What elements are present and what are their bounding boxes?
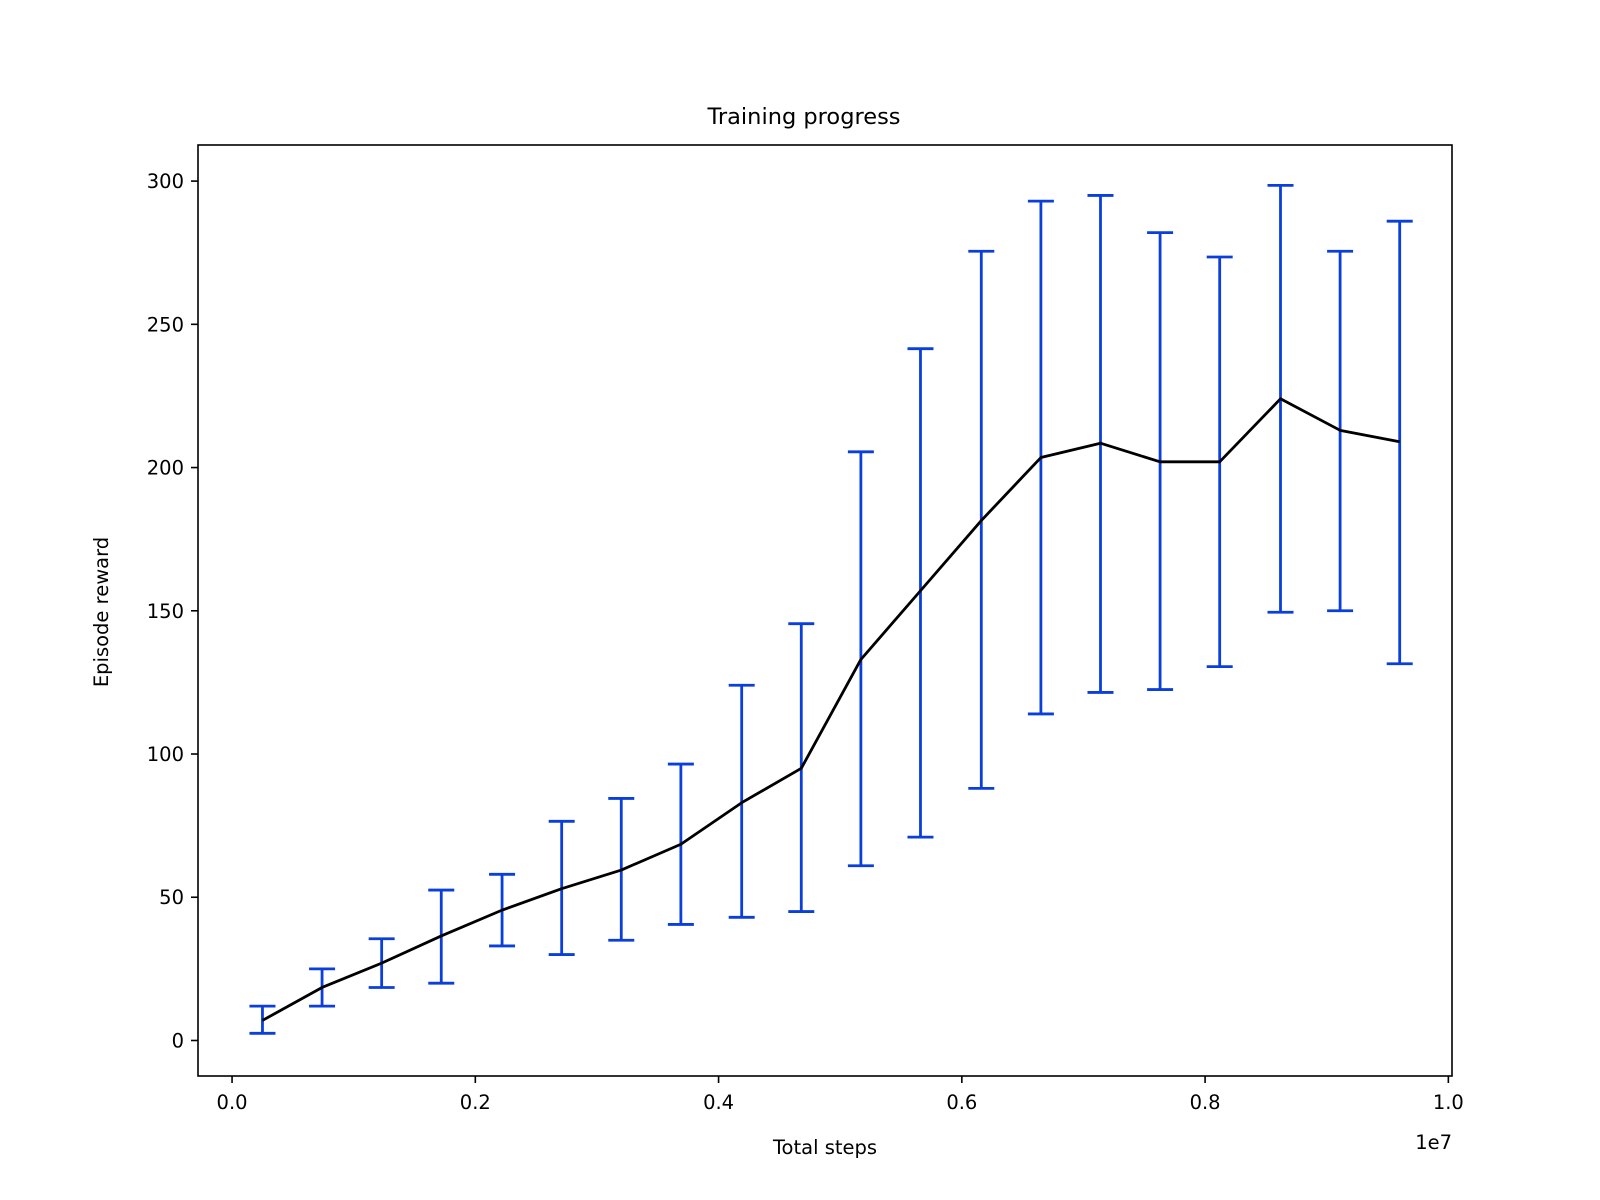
y-tick-label: 100 bbox=[147, 743, 184, 766]
y-tick-label: 150 bbox=[147, 600, 184, 623]
y-axis-label: Episode reward bbox=[90, 537, 113, 687]
x-tick-label: 1.0 bbox=[1433, 1091, 1464, 1114]
x-axis-label: Total steps bbox=[772, 1136, 877, 1159]
error-bar bbox=[1386, 219, 1413, 666]
x-axis-offset-label: 1e7 bbox=[1415, 1131, 1452, 1154]
y-tick-label: 50 bbox=[159, 886, 184, 909]
plot-area-frame bbox=[197, 144, 1453, 1077]
x-ticks: 0.0 0.2 0.4 0.6 0.8 1.0 bbox=[217, 1076, 1464, 1114]
y-tick-label: 200 bbox=[147, 457, 184, 480]
x-tick-label: 0.4 bbox=[703, 1091, 734, 1114]
chart-title: Training progress bbox=[706, 104, 900, 130]
mean-reward-line bbox=[261, 397, 1400, 1022]
y-ticks: 0 50 100 150 200 250 300 bbox=[147, 170, 198, 1052]
error-bar bbox=[907, 347, 934, 839]
y-tick-label: 300 bbox=[147, 170, 184, 193]
x-tick-label: 0.6 bbox=[946, 1091, 977, 1114]
y-tick-label: 0 bbox=[172, 1029, 184, 1052]
x-tick-label: 0.8 bbox=[1190, 1091, 1221, 1114]
y-tick-label: 250 bbox=[147, 313, 184, 336]
x-tick-label: 0.0 bbox=[217, 1091, 248, 1114]
x-tick-label: 0.2 bbox=[460, 1091, 491, 1114]
